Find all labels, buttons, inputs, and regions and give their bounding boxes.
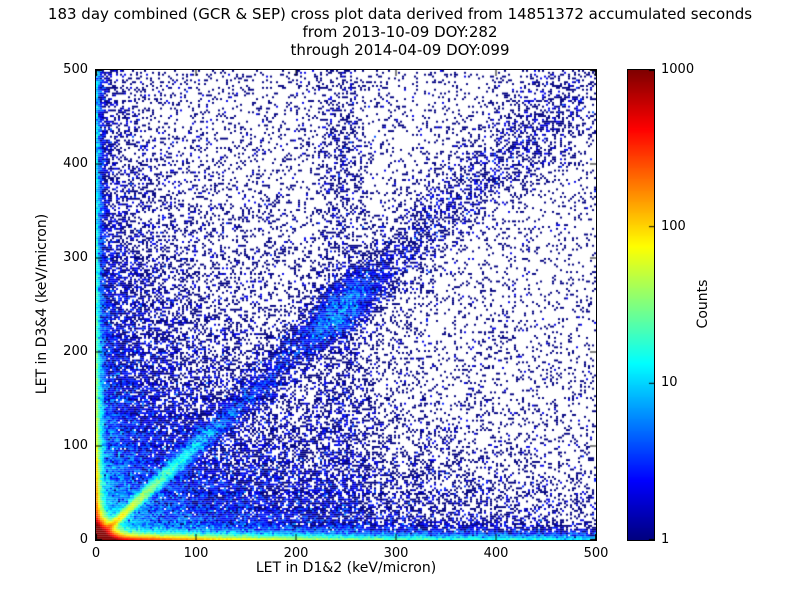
- x-axis-label: LET in D1&2 (keV/micron): [255, 560, 437, 576]
- y-axis-label: LET in D3&4 (keV/micron): [34, 213, 50, 395]
- chart-subtitle-from: from 2013-10-09 DOY:282: [302, 23, 498, 41]
- y-tick-label: 200: [63, 344, 88, 359]
- x-tick-label: 500: [583, 546, 609, 561]
- colorbar-gradient: [628, 70, 654, 540]
- colorbar-tick-label: 1000: [661, 62, 695, 77]
- y-tick-label: 300: [63, 250, 88, 265]
- plot-area: [95, 69, 597, 541]
- chart-title: 183 day combined (GCR & SEP) cross plot …: [47, 5, 753, 23]
- y-tick-label: 400: [63, 156, 88, 171]
- colorbar-tick-label: 10: [661, 375, 678, 391]
- y-tick-label: 100: [63, 438, 88, 453]
- colorbar-tick-label: 1: [661, 532, 670, 547]
- colorbar: [627, 69, 655, 541]
- chart-subtitle-through: through 2014-04-09 DOY:099: [290, 41, 510, 59]
- scatter-canvas: [96, 70, 596, 540]
- x-tick-label: 400: [483, 546, 509, 561]
- x-tick-label: 300: [383, 546, 409, 561]
- y-tick-label: 500: [63, 62, 88, 77]
- x-tick-label: 200: [283, 546, 309, 561]
- x-tick-label: 100: [183, 546, 209, 561]
- x-tick-label: 0: [91, 546, 101, 561]
- colorbar-tick-label: 100: [661, 218, 686, 234]
- y-tick-label: 0: [79, 532, 88, 547]
- colorbar-label: Counts: [695, 279, 711, 329]
